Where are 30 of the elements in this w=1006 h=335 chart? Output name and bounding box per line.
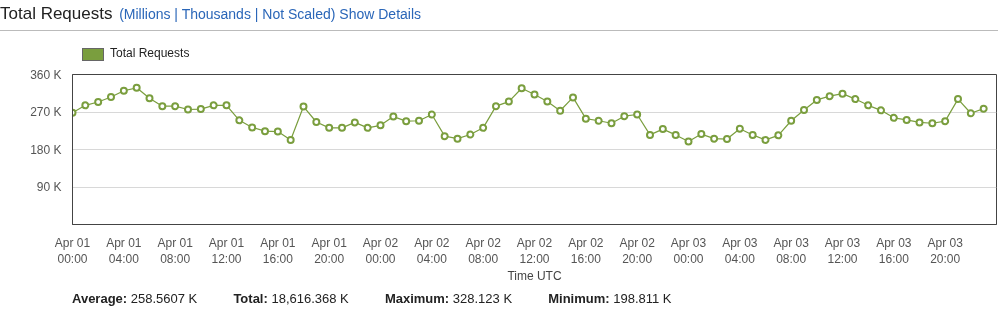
x-tick-label: Apr 02 00:00 <box>362 235 399 267</box>
text: Average: 258.5607 K <box>72 291 198 306</box>
x-tick-label: Apr 01 16:00 <box>260 235 296 267</box>
x-tick-label: Apr 03 08:00 <box>773 235 810 267</box>
text: Minimum: 198.811 K <box>548 291 672 306</box>
x-axis-title: Time UTC <box>507 269 562 284</box>
x-tick-label: Apr 01 12:00 <box>208 235 245 267</box>
x-tick-label: Apr 03 12:00 <box>824 235 861 267</box>
x-tick-label: Apr 03 04:00 <box>722 235 758 267</box>
y-tick-label: 90 K <box>36 180 62 194</box>
x-tick-label: Apr 03 16:00 <box>876 235 912 267</box>
x-tick-label: Apr 02 08:00 <box>465 235 502 267</box>
x-tick-label: Apr 02 16:00 <box>568 235 604 267</box>
x-tick-label: Apr 01 20:00 <box>311 235 348 267</box>
y-tick-label: 180 K <box>30 142 62 157</box>
legend-label: Total Requests <box>110 46 190 61</box>
x-tick-label: Apr 01 04:00 <box>106 235 142 267</box>
x-tick-label: Apr 01 00:00 <box>54 235 91 267</box>
x-tick-label: Apr 02 04:00 <box>414 235 450 267</box>
x-tick-label: Apr 02 12:00 <box>516 235 553 267</box>
text: Total: 18,616.368 K <box>233 291 349 306</box>
x-tick-label: Apr 03 20:00 <box>927 235 964 267</box>
y-tick-label: 360 K <box>30 67 62 82</box>
y-tick-label: 270 K <box>30 105 62 119</box>
x-tick-label: Apr 02 20:00 <box>619 235 656 267</box>
chart-subtitle: (Millions | Thousands | Not Scaled) Show Details <box>119 6 422 22</box>
x-tick-label: Apr 03 00:00 <box>670 235 707 267</box>
chart-title: Total Requests <box>0 4 113 23</box>
text: Maximum: 328.123 K <box>384 291 513 306</box>
x-tick-label: Apr 01 08:00 <box>157 235 194 267</box>
